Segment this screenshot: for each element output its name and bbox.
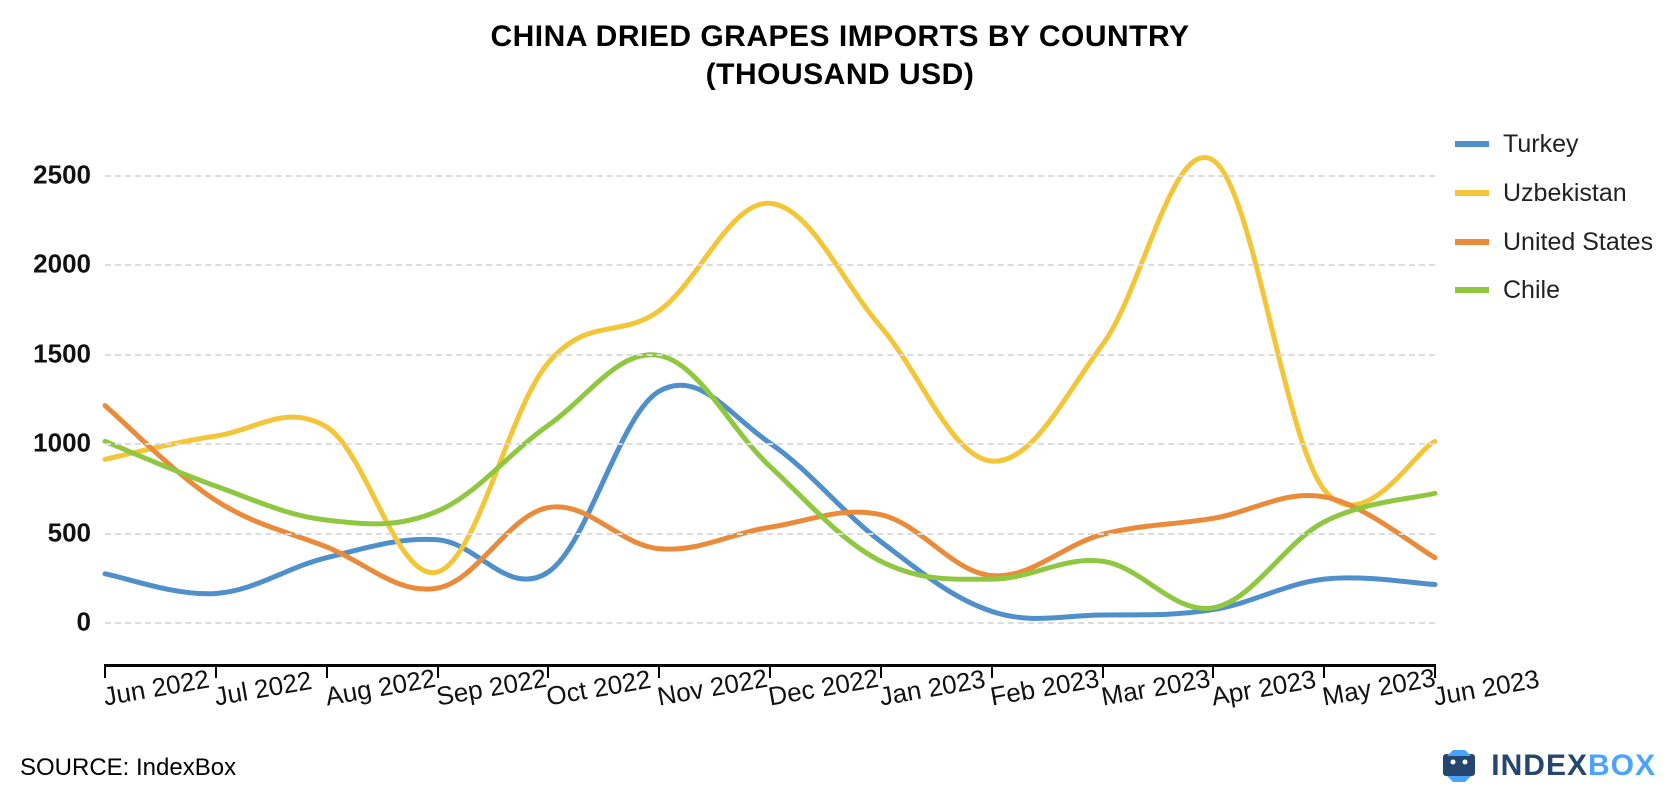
x-tick-mark (991, 664, 993, 678)
x-tick-label: Jun 2022 (101, 682, 106, 713)
x-axis-labels: Jun 2022Jul 2022Aug 2022Sep 2022Oct 2022… (105, 682, 1435, 742)
y-tick-label: 1500 (33, 338, 91, 369)
x-tick-label: Apr 2023 (1209, 682, 1214, 713)
x-tick-mark (1102, 664, 1104, 678)
x-tick-mark (326, 664, 328, 678)
x-tick-label: Jun 2023 (1431, 682, 1436, 713)
gridline (105, 354, 1435, 356)
x-tick-mark (769, 664, 771, 678)
x-tick-label: Jul 2022 (212, 682, 217, 713)
y-tick-label: 1000 (33, 428, 91, 459)
title-line-1: CHINA DRIED GRAPES IMPORTS BY COUNTRY (490, 20, 1189, 53)
legend: Turkey Uzbekistan United States Chile (1455, 130, 1665, 325)
x-tick-mark (437, 664, 439, 678)
x-tick-mark (658, 664, 660, 678)
x-tick-mark (1212, 664, 1214, 678)
x-tick-label: Sep 2022 (434, 682, 439, 713)
legend-label: United States (1503, 228, 1653, 257)
legend-swatch (1455, 190, 1489, 196)
gridline (105, 622, 1435, 624)
x-tick-label: Aug 2022 (323, 682, 328, 713)
legend-label: Uzbekistan (1503, 179, 1627, 208)
gridline (105, 264, 1435, 266)
legend-item: Chile (1455, 276, 1665, 305)
x-tick-label: Jan 2023 (877, 682, 882, 713)
legend-swatch (1455, 239, 1489, 245)
legend-item: United States (1455, 228, 1665, 257)
x-tick-label: Dec 2022 (766, 682, 771, 713)
gridline (105, 443, 1435, 445)
chart-title: CHINA DRIED GRAPES IMPORTS BY COUNTRY (T… (0, 18, 1680, 93)
title-line-2: (THOUSAND USD) (706, 58, 975, 91)
series-line (105, 355, 1435, 609)
x-tick-mark (104, 664, 106, 678)
brand-name: INDEXBOX (1491, 749, 1656, 783)
legend-swatch (1455, 141, 1489, 147)
y-tick-label: 500 (48, 517, 91, 548)
source-attribution: SOURCE: IndexBox (20, 754, 236, 782)
x-tick-label: Oct 2022 (544, 682, 549, 713)
x-tick-mark (1323, 664, 1325, 678)
x-tick-label: Feb 2023 (988, 682, 993, 713)
brand-text-dark: INDEX (1491, 749, 1588, 782)
line-series-layer (105, 130, 1435, 640)
gridline (105, 175, 1435, 177)
legend-label: Chile (1503, 276, 1560, 305)
chart-container: CHINA DRIED GRAPES IMPORTS BY COUNTRY (T… (0, 0, 1680, 800)
series-line (105, 406, 1435, 590)
gridline (105, 533, 1435, 535)
plot-area: 05001000150020002500 (105, 130, 1435, 640)
x-tick-label: Mar 2023 (1099, 682, 1104, 713)
legend-label: Turkey (1503, 130, 1578, 159)
y-tick-label: 0 (77, 607, 91, 638)
x-tick-mark (880, 664, 882, 678)
brand-text-light: BOX (1588, 749, 1656, 782)
y-tick-label: 2000 (33, 249, 91, 280)
legend-item: Uzbekistan (1455, 179, 1665, 208)
legend-item: Turkey (1455, 130, 1665, 159)
x-tick-label: May 2023 (1320, 682, 1325, 713)
x-tick-mark (215, 664, 217, 678)
legend-swatch (1455, 287, 1489, 293)
brand-icon (1437, 746, 1481, 786)
brand-logo: INDEXBOX (1437, 746, 1656, 786)
x-tick-label: Nov 2022 (655, 682, 660, 713)
x-tick-mark (547, 664, 549, 678)
y-tick-label: 2500 (33, 159, 91, 190)
